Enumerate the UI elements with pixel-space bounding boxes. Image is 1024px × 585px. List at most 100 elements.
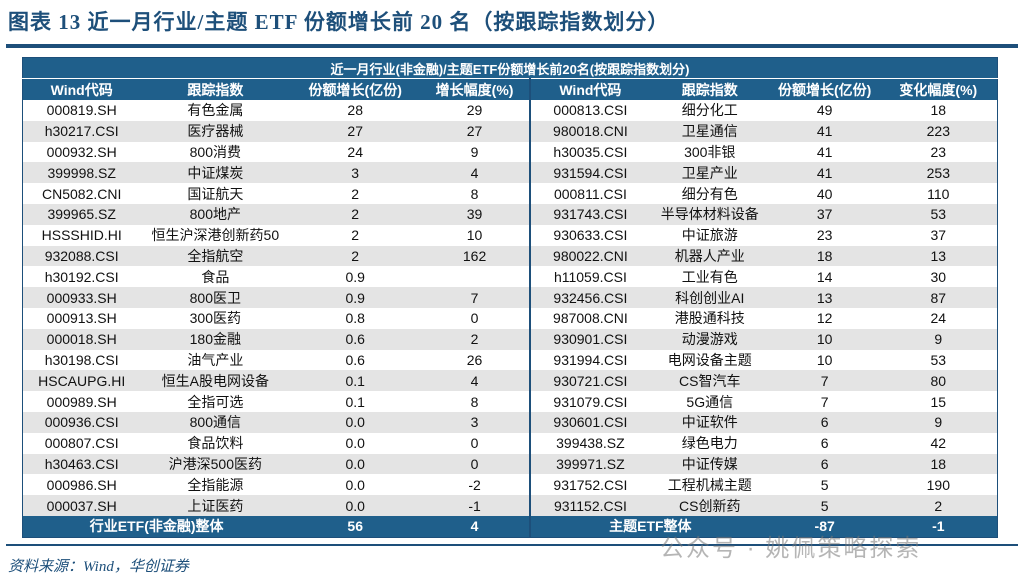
cell-tracking-index: 细分有色 bbox=[681, 185, 738, 202]
total-left-pct: 4 bbox=[420, 515, 531, 538]
cell-wind-code: 000037.SH bbox=[22, 495, 141, 516]
cell-tracking-index: 港股通科技 bbox=[674, 310, 745, 327]
cell-share-growth: 5 bbox=[769, 495, 880, 516]
cell-change-pct: 13 bbox=[879, 245, 998, 267]
table-row: h30463.CSI 沪港深500医药 0.0 0 399971.SZ 中证传媒 6 18 bbox=[22, 453, 998, 475]
cell-tracking-index: 国证航天 bbox=[187, 185, 244, 202]
cell-change-pct: 223 bbox=[879, 120, 998, 142]
cell-share-growth: 0.0 bbox=[290, 453, 421, 475]
cell-change-pct: 53 bbox=[879, 203, 998, 225]
cell-tracking-index: 工程机械主题 bbox=[667, 476, 752, 493]
cell-tracking-index: 上证医药 bbox=[140, 495, 291, 516]
cell-share-growth: 3 bbox=[290, 162, 421, 184]
cell-wind-code: 000933.SH bbox=[22, 287, 141, 308]
cell-growth-pct: 8 bbox=[420, 391, 531, 412]
total-left-label: 行业ETF(非金融)整体 bbox=[22, 515, 291, 538]
cell-tracking-index: 全指能源 bbox=[187, 476, 244, 493]
cell-wind-code: 000989.SH bbox=[46, 393, 117, 410]
header-tracking-index-right: 跟踪指数 bbox=[649, 78, 770, 100]
table-row: 399998.SZ 中证煤炭 3 4 931594.CSI 卫星产业 41 253 bbox=[22, 162, 998, 184]
cell-tracking-index: 科创创业AI bbox=[649, 287, 770, 308]
cell-wind-code: 000986.SH bbox=[46, 476, 117, 493]
cell-share-growth: 27 bbox=[290, 120, 421, 142]
cell-tracking-index: 卫星通信 bbox=[649, 120, 770, 142]
cell-change-pct: 30 bbox=[930, 268, 947, 285]
cell-growth-pct: 39 bbox=[420, 203, 531, 225]
table-row: 000037.SH 上证医药 0.0 -1 931152.CSI CS创新药 5 2 bbox=[22, 495, 998, 516]
cell-share-growth: 7 bbox=[769, 370, 880, 392]
cell-share-growth: 0.8 bbox=[345, 310, 365, 327]
cell-wind-code: h30198.CSI bbox=[44, 351, 119, 368]
table-row: HSSSHID.HI 恒生沪深港创新药50 2 10 930633.CSI 中证旅游 23 3… bbox=[23, 224, 998, 246]
cell-tracking-index: 300非银 bbox=[684, 143, 736, 160]
cell-change-pct: 253 bbox=[879, 162, 998, 184]
cell-wind-code: 931152.CSI bbox=[529, 495, 650, 516]
cell-change-pct: 23 bbox=[930, 143, 947, 160]
cell-growth-pct: 4 bbox=[420, 162, 531, 184]
cell-share-growth: 0.1 bbox=[290, 370, 421, 392]
cell-wind-code: HSCAUPG.HI bbox=[22, 370, 141, 392]
cell-wind-code: CN5082.CNI bbox=[42, 185, 122, 202]
cell-tracking-index: CS创新药 bbox=[649, 495, 770, 516]
watermark: 公众号 · 姚佩策略探索 bbox=[660, 535, 922, 562]
cell-tracking-index: 食品饮料 bbox=[187, 435, 244, 452]
cell-share-growth: 18 bbox=[769, 245, 880, 267]
header-change-pct-right: 变化幅度(%) bbox=[879, 78, 998, 100]
cell-wind-code: h11059.CSI bbox=[553, 268, 627, 285]
cell-share-growth: 0.0 bbox=[345, 476, 365, 493]
cell-wind-code: h30192.CSI bbox=[44, 268, 119, 285]
cell-tracking-index: 800消费 bbox=[189, 143, 241, 160]
cell-wind-code: 399998.SZ bbox=[22, 162, 141, 184]
cell-tracking-index: 细分化工 bbox=[681, 102, 738, 119]
cell-change-pct: 2 bbox=[879, 495, 998, 516]
cell-change-pct: 37 bbox=[930, 227, 947, 244]
table-row: 399965.SZ 800地产 2 39 931743.CSI 半导体材料设备 37 53 bbox=[22, 203, 998, 225]
cell-tracking-index: 电网设备主题 bbox=[667, 351, 752, 368]
cell-change-pct: 87 bbox=[879, 287, 998, 308]
cell-change-pct: 42 bbox=[930, 435, 947, 452]
cell-share-growth: 2 bbox=[351, 227, 360, 244]
cell-wind-code: 931079.CSI bbox=[553, 393, 628, 410]
figure-title: 图表 13 近一月行业/主题 ETF 份额增长前 20 名（按跟踪指数划分） bbox=[8, 10, 670, 34]
cell-change-pct: 9 bbox=[879, 328, 998, 350]
cell-tracking-index: 卫星产业 bbox=[649, 162, 770, 184]
cell-growth-pct: 27 bbox=[420, 120, 531, 142]
total-right-pct: -1 bbox=[879, 515, 998, 538]
cell-share-growth: 37 bbox=[769, 203, 880, 225]
cell-wind-code: 000811.CSI bbox=[553, 185, 627, 202]
table-row: 000932.SH 800消费 24 9 h30035.CSI 300非银 41 23 bbox=[23, 141, 998, 163]
cell-wind-code: 931752.CSI bbox=[553, 476, 628, 493]
cell-wind-code: 000819.SH bbox=[46, 102, 117, 119]
cell-tracking-index: 半导体材料设备 bbox=[649, 203, 770, 225]
table-row: 000807.CSI 食品饮料 0.0 0 399438.SZ 绿色电力 6 42 bbox=[23, 432, 998, 454]
cell-wind-code: 000936.CSI bbox=[22, 411, 141, 433]
cell-share-growth: 13 bbox=[769, 287, 880, 308]
cell-share-growth: 14 bbox=[816, 268, 833, 285]
cell-growth-pct: 29 bbox=[420, 100, 531, 121]
header-share-growth-right: 份额增长(亿份) bbox=[769, 78, 880, 100]
top-divider bbox=[6, 44, 1018, 48]
cell-growth-pct: 9 bbox=[420, 141, 531, 163]
source-note: 资料来源：Wind，华创证券 bbox=[8, 559, 189, 575]
cell-share-growth: 41 bbox=[816, 143, 833, 160]
cell-wind-code: h30035.CSI bbox=[553, 143, 628, 160]
cell-change-pct: 18 bbox=[879, 453, 998, 475]
cell-growth-pct: 0 bbox=[420, 453, 531, 475]
cell-growth-pct: -1 bbox=[420, 495, 531, 516]
cell-share-growth: 0.0 bbox=[290, 495, 421, 516]
cell-wind-code: 000913.SH bbox=[46, 310, 117, 327]
cell-tracking-index: 180金融 bbox=[140, 328, 291, 350]
bottom-divider bbox=[6, 544, 1018, 546]
cell-share-growth: 2 bbox=[290, 245, 421, 267]
cell-share-growth: 10 bbox=[816, 351, 833, 368]
cell-share-growth: 0.6 bbox=[345, 351, 365, 368]
cell-change-pct: 190 bbox=[926, 476, 950, 493]
cell-tracking-index: 绿色电力 bbox=[681, 435, 738, 452]
cell-growth-pct: 8 bbox=[420, 183, 531, 204]
cell-wind-code: 000018.SH bbox=[22, 328, 141, 350]
cell-growth-pct: 10 bbox=[420, 224, 531, 246]
cell-growth-pct: 7 bbox=[420, 287, 531, 308]
cell-wind-code: 931994.CSI bbox=[553, 351, 628, 368]
cell-share-growth: 0.0 bbox=[290, 411, 421, 433]
cell-tracking-index: 油气产业 bbox=[187, 351, 244, 368]
